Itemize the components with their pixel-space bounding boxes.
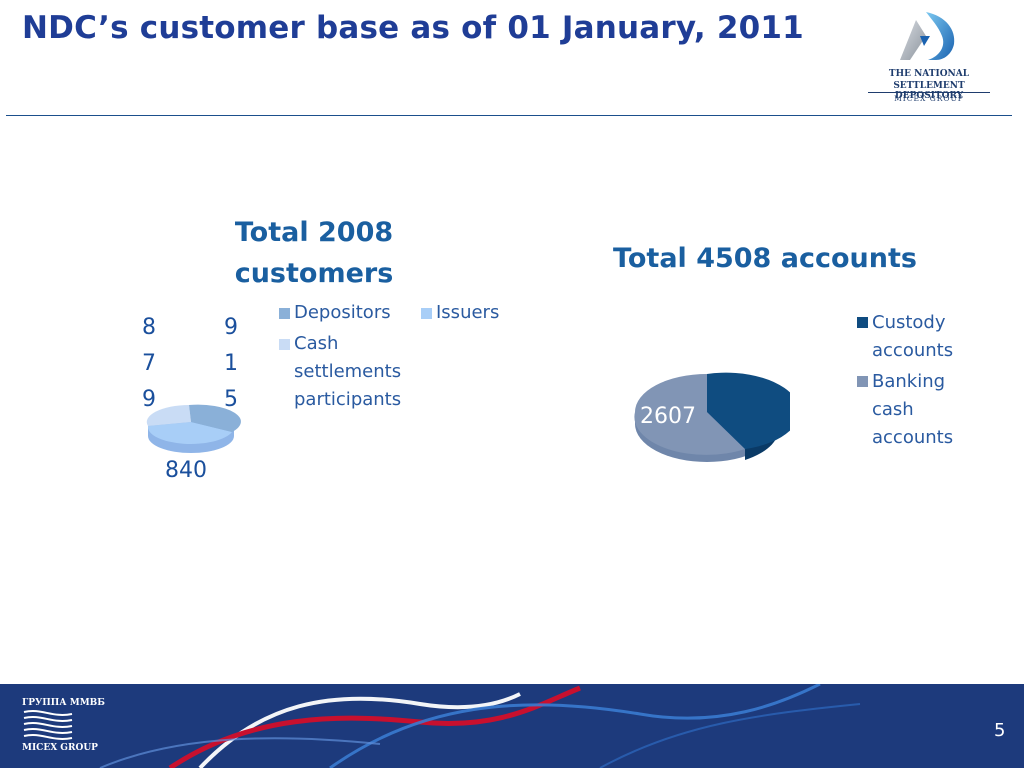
- footer-waves: [99, 684, 861, 768]
- legend-label-depositors: Depositors: [294, 302, 391, 323]
- chart1-data-label-issuers: 840: [165, 458, 207, 483]
- chart1-data-label-cash: 8 7 9: [142, 315, 156, 412]
- logo-text-line2: SETTLEMENT DEPOSITORY: [893, 81, 965, 101]
- footer-band: ГРУППА ММВБ MICEX GROUP 5: [0, 684, 1024, 768]
- chart1-data-label-depositors: 9 1 5: [224, 315, 238, 412]
- legend-swatch-issuers: [421, 308, 432, 319]
- legend-swatch-depositors: [279, 308, 290, 319]
- chart2-slice-custody-side: [745, 412, 780, 460]
- chart1-pie: [146, 404, 241, 453]
- chart1-slice-issuers: [147, 422, 232, 444]
- chart1-slice-depositors: [189, 404, 241, 432]
- footer-logo-text-top: ГРУППА ММВБ: [22, 698, 105, 708]
- footer-logo-text-bottom: MICEX GROUP: [22, 743, 98, 753]
- chart2-slice-banking: [634, 374, 745, 455]
- legend-swatch-cash: [279, 339, 290, 350]
- legend-label-cash: Cash settlements participants: [294, 333, 402, 410]
- page-number: 5: [994, 720, 1006, 741]
- chart2-data-label-banking: 2607: [640, 404, 696, 429]
- logo-divider: [868, 92, 990, 93]
- legend-label-custody: Custody accounts: [872, 312, 954, 361]
- header-divider: [6, 115, 1012, 116]
- chart2-pie: [634, 372, 790, 462]
- logo-text-line3: MICEX GROUP: [894, 94, 964, 103]
- nsd-logo-mark-icon: [900, 12, 955, 60]
- legend-swatch-banking: [857, 376, 868, 387]
- chart2-title: Total 4508 accounts: [613, 243, 917, 274]
- nsd-logo: THE NATIONAL SETTLEMENT DEPOSITORY MICEX…: [866, 10, 992, 110]
- chart2-slice-custody: [707, 372, 790, 449]
- chart1-title: Total 2008 customers: [234, 217, 394, 289]
- legend-label-banking: Banking cash accounts: [872, 371, 954, 448]
- slide-title: NDC’s customer base as of 01 January, 20…: [22, 10, 804, 46]
- legend-swatch-custody: [857, 317, 868, 328]
- legend-label-issuers: Issuers: [436, 302, 500, 323]
- micex-logo-icon: [23, 710, 73, 740]
- chart1-slice-cash: [146, 405, 191, 426]
- logo-text-line1: THE NATIONAL: [888, 69, 970, 79]
